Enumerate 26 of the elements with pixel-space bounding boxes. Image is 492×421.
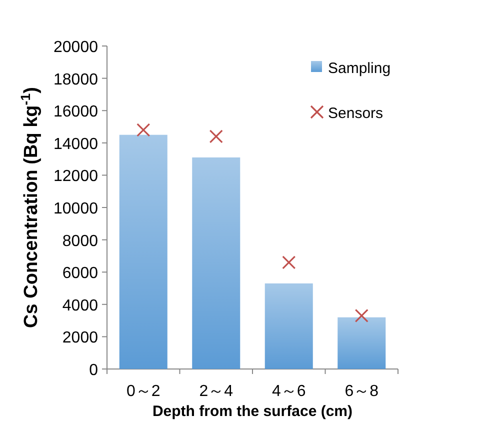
y-tick-label: 0 — [89, 362, 98, 379]
y-tick-label: 20000 — [54, 39, 98, 56]
y-tick-label: 4000 — [62, 297, 98, 314]
y-tick-label: 18000 — [54, 71, 98, 88]
y-tick-label: 8000 — [62, 232, 98, 250]
legend-label: Sensors — [328, 105, 384, 122]
y-tick-label: 12000 — [54, 168, 98, 186]
x-tick-label: 0～2 — [126, 383, 160, 400]
y-tick-label: 14000 — [54, 136, 98, 153]
point — [354, 308, 368, 323]
x-axis-title: Depth from the surface (cm) — [152, 403, 353, 420]
x-tick-label: 2～4 — [199, 383, 234, 400]
bar — [338, 317, 386, 369]
legend-label: Sampling — [328, 60, 391, 77]
bar — [264, 283, 313, 369]
y-tick-label: 6000 — [62, 265, 98, 282]
y-tick-label: 16000 — [54, 104, 98, 121]
x-tick-label: 6～8 — [344, 383, 379, 400]
point — [136, 123, 150, 137]
point — [209, 130, 223, 144]
point — [282, 256, 296, 270]
y-tick-label: 10000 — [54, 200, 98, 218]
x-tick-label: 4～6 — [272, 383, 306, 400]
bar — [192, 157, 240, 369]
y-tick-label: 2000 — [62, 330, 98, 347]
bar — [119, 134, 168, 369]
